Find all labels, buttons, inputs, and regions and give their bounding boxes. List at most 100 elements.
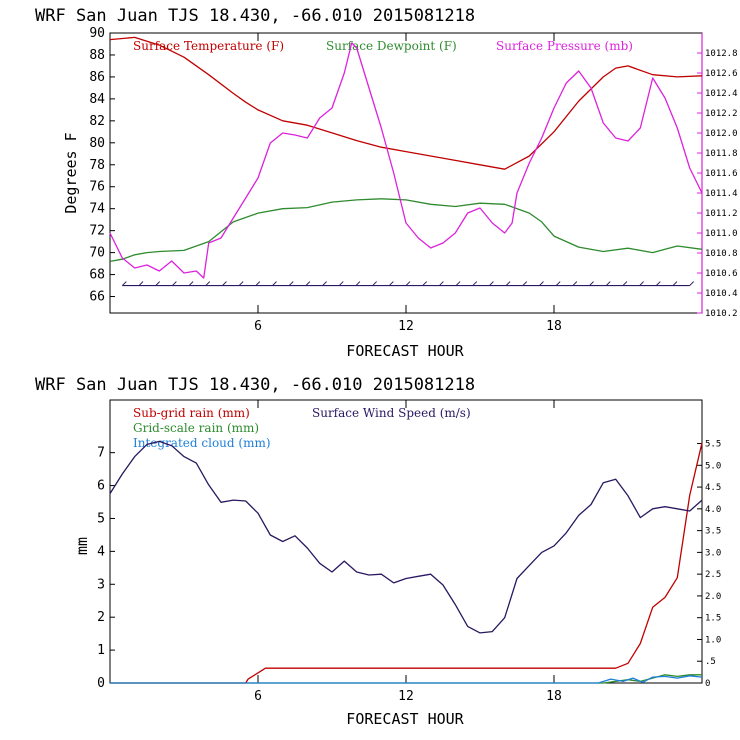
legend-surface-temperature: Surface Temperature (F) <box>133 39 284 53</box>
wind-barb <box>505 281 511 286</box>
y-tick-label: 2 <box>97 610 105 625</box>
y2-tick-label: 0 <box>705 679 710 689</box>
wind-barb <box>439 281 444 286</box>
wind-barb <box>188 281 194 286</box>
wind-barb <box>405 281 411 286</box>
wind-barb <box>422 281 428 286</box>
chart2-legend: Sub-grid rain (mm) Surface Wind Speed (m… <box>133 406 471 450</box>
y2-tick-label: 1.5 <box>705 614 721 624</box>
x-tick-label: 12 <box>398 319 414 334</box>
y-tick-label: 7 <box>97 446 105 461</box>
y-tick-label: 74 <box>89 202 105 217</box>
y-tick-label: 76 <box>89 180 105 195</box>
y-tick-label: 78 <box>89 158 105 173</box>
y2-tick-label: 1010.6 <box>705 269 738 279</box>
legend-surface-wind-speed: Surface Wind Speed (m/s) <box>312 406 471 420</box>
wind-barb <box>522 281 528 286</box>
wind-barb <box>539 281 544 286</box>
y2-tick-label: 5.0 <box>705 461 721 471</box>
legend-surface-dewpoint: Surface Dewpoint (F) <box>326 39 457 53</box>
y2-tick-label: 3.5 <box>705 527 721 537</box>
wind-barb <box>655 281 661 286</box>
temperature-chart: WRF San Juan TJS 18.430, -66.010 2015081… <box>35 6 738 360</box>
wind-barb <box>255 281 261 286</box>
y-tick-label: 86 <box>89 70 105 85</box>
chart1-ylabel: Degrees F <box>62 132 80 213</box>
y2-tick-label: 2.5 <box>705 570 721 580</box>
legend-integrated-cloud: Integrated cloud (mm) <box>133 436 271 450</box>
wind-barb <box>305 281 311 286</box>
wind-barb <box>322 281 327 286</box>
wind-barb <box>555 281 561 286</box>
y-tick-label: 5 <box>97 511 105 526</box>
legend-grid-scale-rain: Grid-scale rain (mm) <box>133 421 259 435</box>
wind-barb <box>338 281 344 286</box>
x-tick-label: 6 <box>254 689 262 704</box>
y2-tick-label: 1010.2 <box>705 309 738 319</box>
y2-tick-label: 1012.0 <box>705 129 738 139</box>
wind-barb <box>639 281 644 286</box>
chart1-plot-frame <box>109 32 703 314</box>
y2-tick-label: 2.0 <box>705 592 721 602</box>
x-tick-label: 18 <box>546 319 562 334</box>
y-tick-label: 84 <box>89 92 105 107</box>
wind-barb <box>455 281 461 286</box>
y2-tick-label: 5.5 <box>705 440 721 450</box>
y2-tick-label: 1012.6 <box>705 69 738 79</box>
series-line-sub-grid-rain-mm <box>110 442 703 684</box>
wind-barb <box>355 281 361 286</box>
wind-barb <box>388 281 394 286</box>
y2-tick-label: 1.0 <box>705 635 721 645</box>
wind-barb <box>272 281 277 286</box>
y-tick-label: 1 <box>97 643 105 658</box>
y-tick-label: 82 <box>89 114 105 129</box>
wind-barb <box>288 281 294 286</box>
wind-barb <box>172 281 177 286</box>
x-tick-label: 6 <box>254 319 262 334</box>
wind-barb <box>689 281 695 286</box>
y2-tick-label: 1011.4 <box>705 189 738 199</box>
chart1-header: WRF San Juan TJS 18.430, -66.010 2015081… <box>35 6 475 26</box>
wind-barb <box>622 281 628 286</box>
series-line-surface-wind-speed-m-s <box>109 440 703 634</box>
x-tick-label: 18 <box>546 689 562 704</box>
y2-tick-label: 1012.4 <box>705 89 738 99</box>
wind-barb <box>222 281 227 286</box>
wind-barb <box>489 281 494 286</box>
chart2-ylabel: mm <box>73 537 91 555</box>
wind-barb <box>138 281 144 286</box>
y-tick-label: 6 <box>97 479 105 494</box>
series-line-surface-dewpoint-f <box>109 198 703 263</box>
series-line-integrated-cloud-mm <box>110 675 703 684</box>
y2-tick-label: 1011.2 <box>705 209 738 219</box>
wind-barb <box>605 281 611 286</box>
y-tick-label: 0 <box>97 676 105 691</box>
y2-tick-label: 1011.6 <box>705 169 738 179</box>
wind-barb <box>372 281 377 286</box>
wind-barb <box>472 281 478 286</box>
y-tick-label: 72 <box>89 224 105 239</box>
wind-barb <box>155 281 161 286</box>
y2-tick-label: 4.0 <box>705 505 721 515</box>
wind-barb <box>205 281 211 286</box>
series-line-surface-pressure-mb <box>109 42 703 279</box>
y2-tick-label: 1012.8 <box>705 49 738 59</box>
wind-barb <box>572 281 578 286</box>
y2-tick-label: 1011.8 <box>705 149 738 159</box>
y2-tick-label: 3.0 <box>705 548 721 558</box>
legend-sub-grid-rain: Sub-grid rain (mm) <box>133 406 250 420</box>
y-tick-label: 3 <box>97 577 105 592</box>
y2-tick-label: 1012.2 <box>705 109 738 119</box>
wind-barb <box>121 281 127 286</box>
y2-tick-label: 1010.4 <box>705 289 738 299</box>
y2-tick-label: 4.5 <box>705 483 721 493</box>
wind-barb <box>238 281 244 286</box>
y2-tick-label: .5 <box>705 657 716 667</box>
y-tick-label: 90 <box>89 26 105 41</box>
y-tick-label: 88 <box>89 48 105 63</box>
y-tick-label: 66 <box>89 290 105 305</box>
y-tick-label: 70 <box>89 246 105 261</box>
series-line-surface-temperature-f <box>109 36 703 170</box>
y2-tick-label: 1010.8 <box>705 249 738 259</box>
